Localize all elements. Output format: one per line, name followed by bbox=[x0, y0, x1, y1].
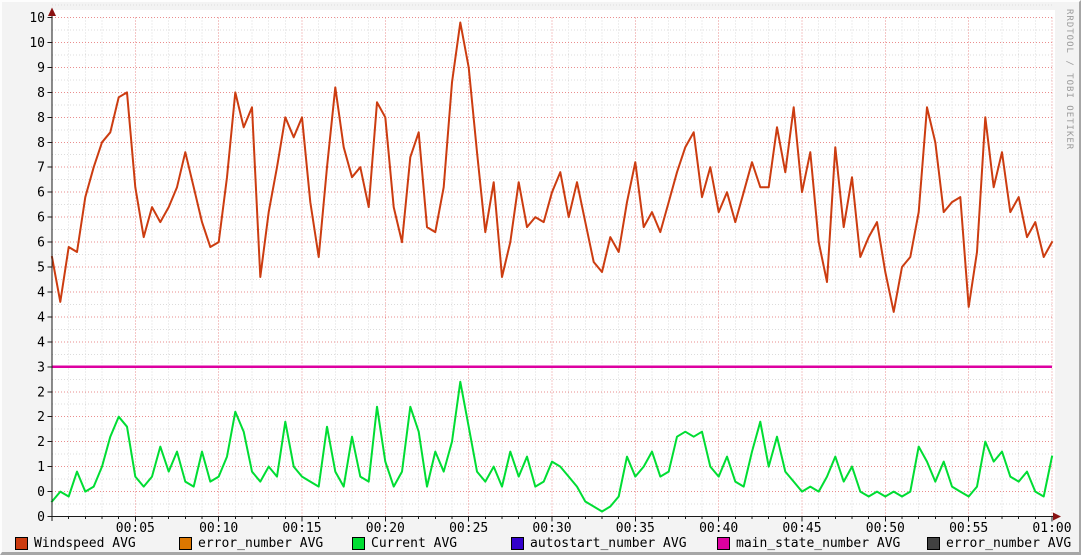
legend-label: error_number AVG bbox=[946, 535, 1072, 551]
y-tick-label: 8 bbox=[37, 111, 45, 126]
x-tick-label: 00:55 bbox=[949, 521, 988, 536]
y-tick-label: 4 bbox=[37, 310, 45, 325]
legend-item-error-number-avg-1: error_number AVG bbox=[179, 535, 323, 551]
legend-swatch-icon bbox=[179, 536, 192, 550]
legend-item-windspeed-avg-0: Windspeed AVG bbox=[15, 535, 136, 551]
legend-item-current-avg-2: Current AVG bbox=[352, 535, 457, 551]
y-tick-label: 7 bbox=[37, 161, 45, 176]
legend-label: Current AVG bbox=[371, 535, 458, 551]
x-tick-label: 00:10 bbox=[199, 521, 238, 536]
legend-label: autostart_number AVG bbox=[530, 535, 687, 551]
legend-swatch-icon bbox=[511, 536, 524, 550]
legend-item-main-state-number-avg-4: main_state_number AVG bbox=[717, 535, 900, 551]
y-tick-label: 8 bbox=[37, 136, 45, 151]
y-tick-label: 4 bbox=[37, 335, 45, 350]
x-tick-label: 00:20 bbox=[366, 521, 405, 536]
y-tick-label: 5 bbox=[37, 261, 45, 276]
legend-label: error_number AVG bbox=[198, 535, 324, 551]
y-tick-label: 1 bbox=[37, 460, 45, 475]
y-tick-label: 6 bbox=[37, 211, 45, 226]
legend-swatch-icon bbox=[927, 536, 940, 550]
x-axis-arrow-icon bbox=[1053, 512, 1061, 521]
y-axis-arrow-icon bbox=[48, 7, 56, 16]
y-tick-label: 8 bbox=[37, 86, 45, 101]
x-tick-label: 00:05 bbox=[116, 521, 155, 536]
y-tick-label: 2 bbox=[37, 435, 45, 450]
legend-label: main_state_number AVG bbox=[736, 535, 901, 551]
y-tick-label: 2 bbox=[37, 385, 45, 400]
y-tick-label: 3 bbox=[37, 360, 45, 375]
chart-legend: Windspeed AVG error_number AVG Current AVG… bbox=[2, 535, 1079, 552]
legend-swatch-icon bbox=[15, 536, 28, 550]
legend-label: Windspeed AVG bbox=[34, 535, 136, 551]
x-tick-label: 00:45 bbox=[782, 521, 821, 536]
legend-swatch-icon bbox=[717, 536, 730, 550]
x-tick-label: 00:30 bbox=[532, 521, 571, 536]
y-tick-label: 6 bbox=[37, 236, 45, 251]
y-tick-label: 6 bbox=[37, 186, 45, 201]
y-tick-label: 0 bbox=[37, 510, 45, 525]
y-tick-label: 10 bbox=[29, 36, 45, 51]
legend-item-error-number-avg-5: error_number AVG bbox=[927, 535, 1071, 551]
y-tick-label: 9 bbox=[37, 61, 45, 76]
legend-item-autostart-number-avg-3: autostart_number AVG bbox=[511, 535, 687, 551]
x-tick-label: 00:35 bbox=[616, 521, 655, 536]
x-tick-label: 00:50 bbox=[866, 521, 905, 536]
legend-swatch-icon bbox=[352, 536, 365, 550]
x-tick-label: 00:15 bbox=[282, 521, 321, 536]
rrdtool-watermark: RRDTOOL / TOBI OETIKER bbox=[1064, 9, 1074, 151]
x-tick-label: 01:00 bbox=[1032, 521, 1071, 536]
series-current-avg-line bbox=[50, 380, 1054, 513]
y-tick-label: 4 bbox=[37, 285, 45, 300]
x-tick-label: 00:40 bbox=[699, 521, 738, 536]
y-tick-label: 0 bbox=[37, 485, 45, 500]
y-tick-label: 10 bbox=[29, 11, 45, 26]
y-tick-label: 2 bbox=[37, 410, 45, 425]
series-windspeed-avg-line bbox=[50, 21, 1054, 313]
x-tick-label: 00:25 bbox=[449, 521, 488, 536]
